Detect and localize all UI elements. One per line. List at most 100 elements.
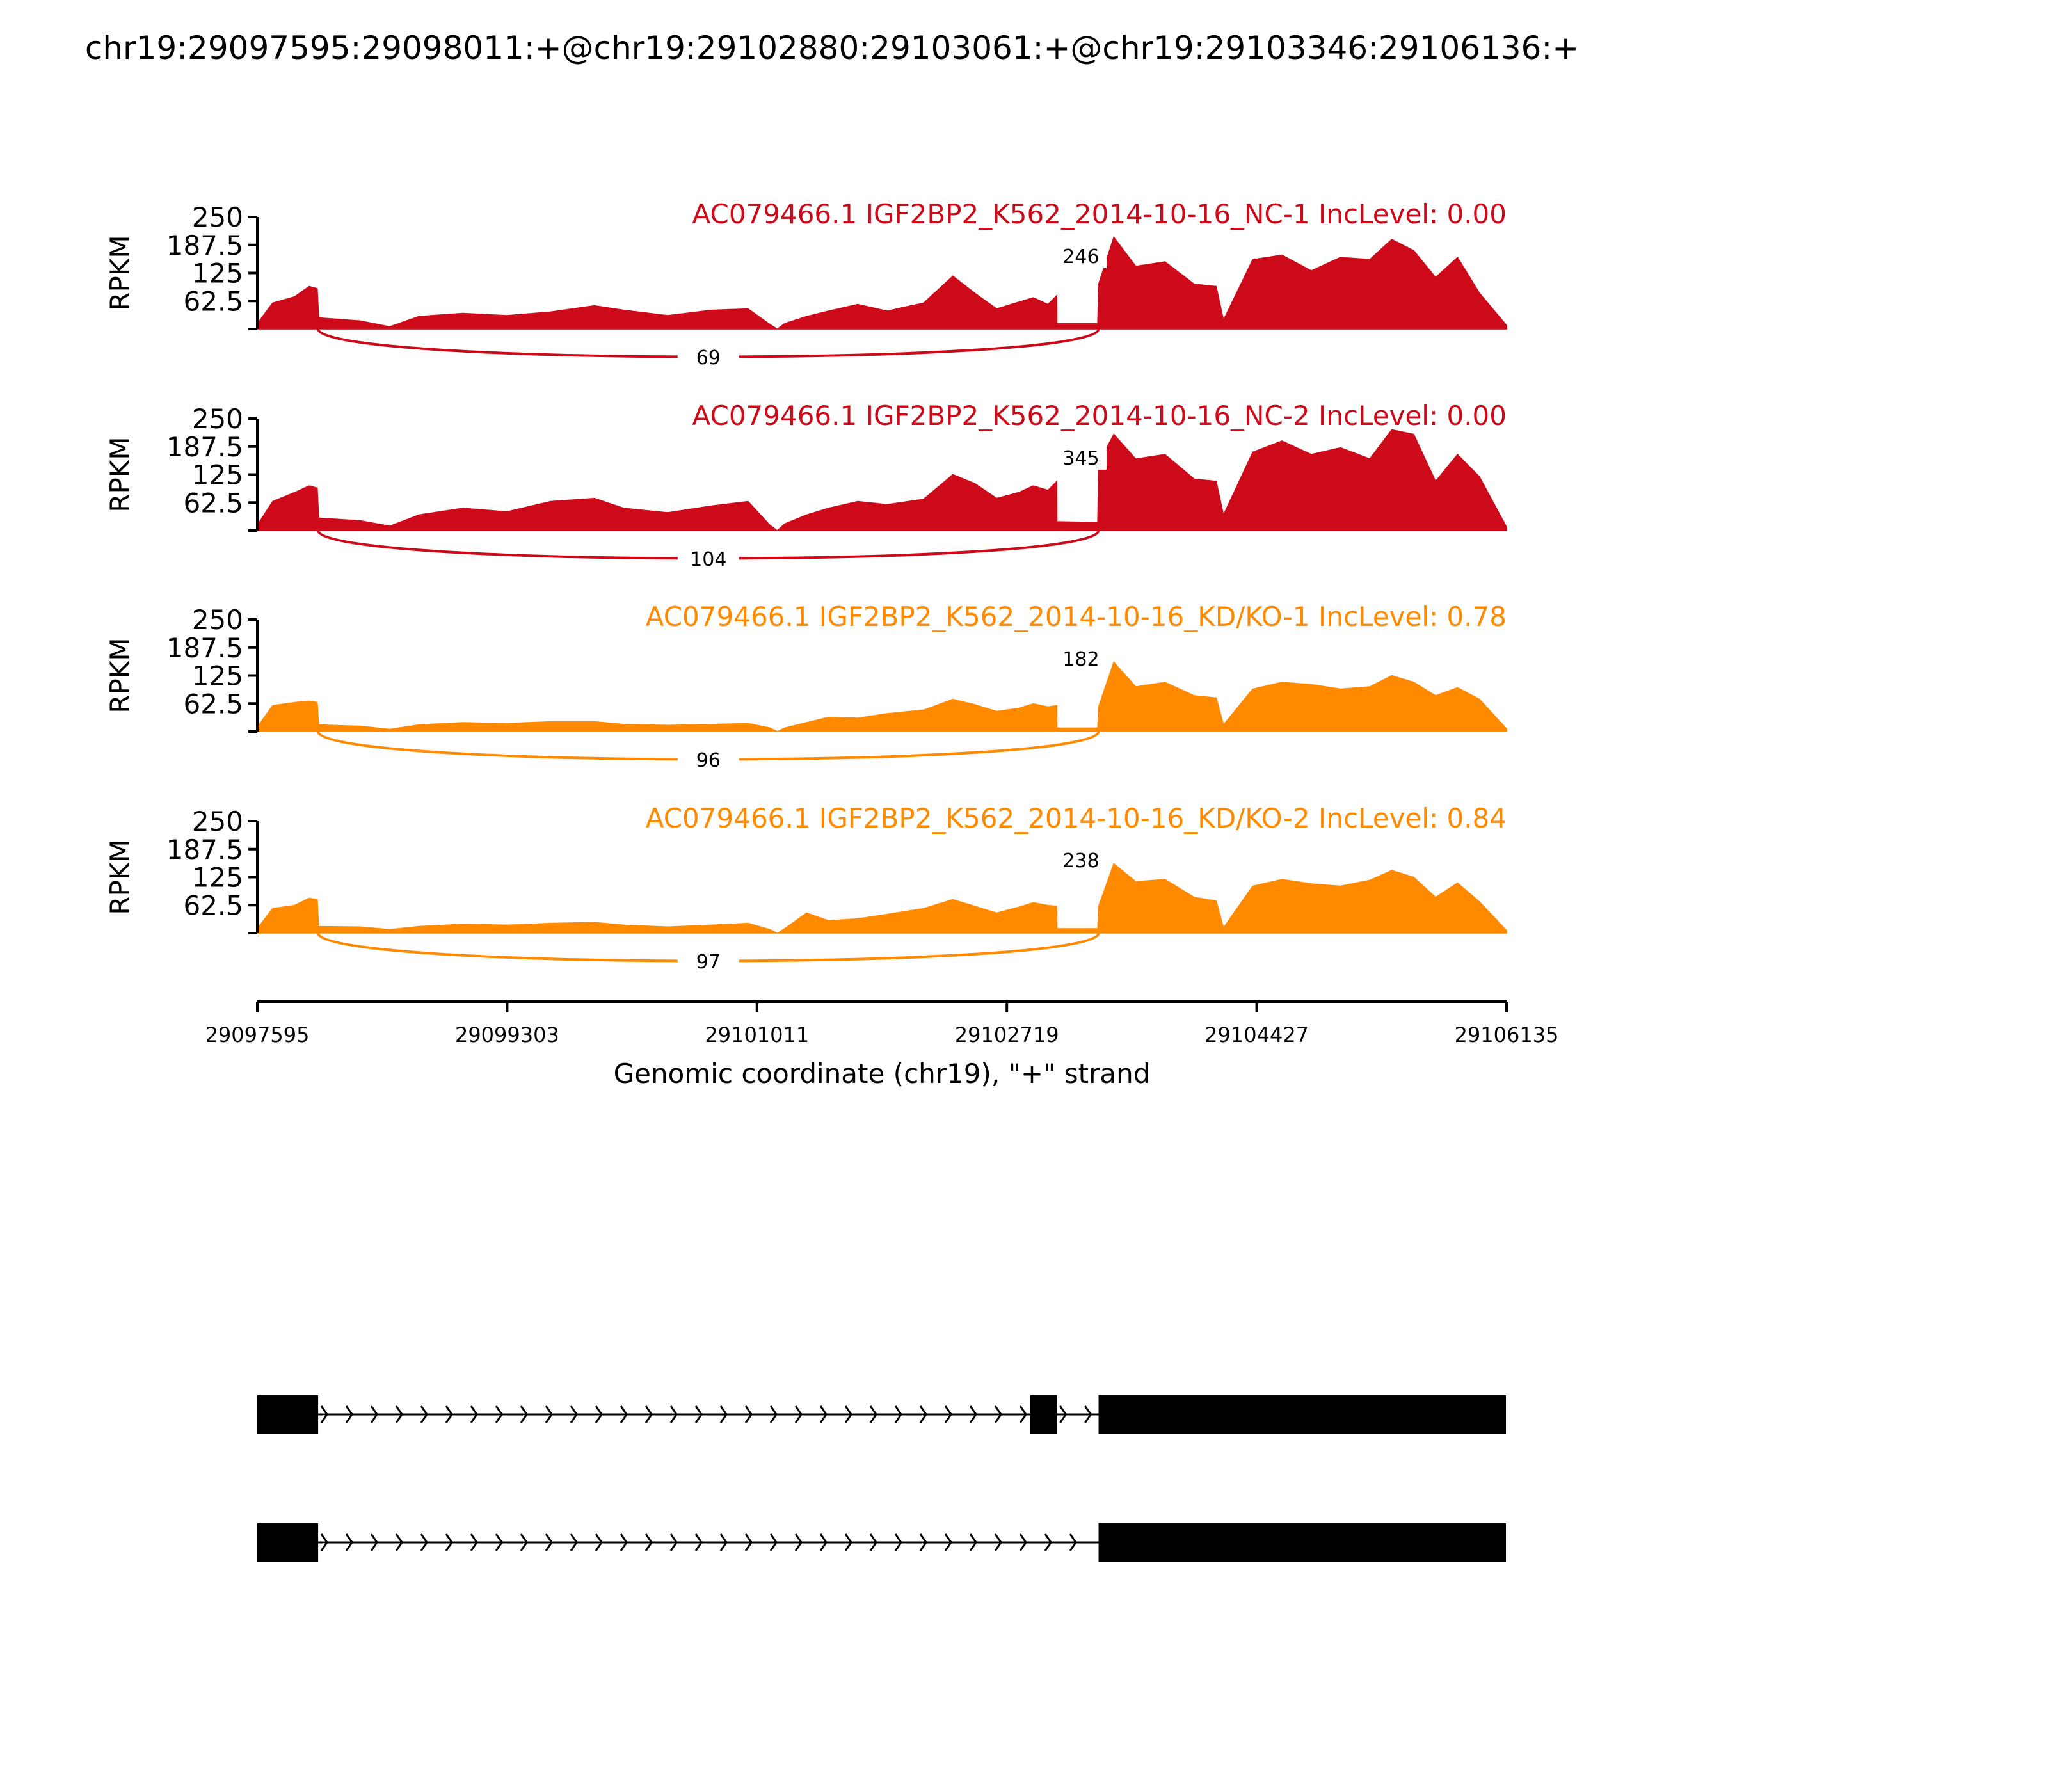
x-tick-label: 29099303 bbox=[455, 1023, 559, 1047]
isoform-2 bbox=[257, 1523, 1506, 1562]
skipping-count-box bbox=[677, 747, 739, 772]
strand-arrow bbox=[919, 1533, 927, 1551]
strand-arrow bbox=[1044, 1533, 1052, 1551]
y-tick-label: 250 bbox=[192, 806, 243, 837]
strand-arrow bbox=[370, 1405, 378, 1423]
exon-block bbox=[1098, 1523, 1506, 1562]
x-tick-label: 29106135 bbox=[1455, 1023, 1559, 1047]
y-tick-label: 250 bbox=[192, 403, 243, 435]
strand-arrow bbox=[595, 1405, 603, 1423]
coverage-area bbox=[257, 429, 1507, 531]
y-axis-label: RPKM bbox=[104, 839, 136, 915]
skipping-count-box bbox=[677, 344, 739, 370]
strand-arrow bbox=[869, 1533, 877, 1551]
strand-arrow bbox=[320, 1533, 328, 1551]
y-tick-label: 187.5 bbox=[166, 834, 243, 865]
strand-arrow bbox=[769, 1533, 778, 1551]
skipping-junction-count: 97 bbox=[696, 951, 721, 973]
strand-arrow bbox=[844, 1405, 852, 1423]
strand-arrow bbox=[819, 1405, 828, 1423]
y-tick-label: 62.5 bbox=[183, 285, 243, 317]
figure-title: chr19:29097595:29098011:+@chr19:29102880… bbox=[85, 29, 1579, 67]
strand-arrow bbox=[1019, 1533, 1027, 1551]
strand-arrow bbox=[744, 1533, 753, 1551]
inclusion-count-box bbox=[1055, 648, 1107, 671]
strand-arrow bbox=[620, 1533, 628, 1551]
skipping-junction-count: 69 bbox=[696, 347, 721, 369]
strand-arrow bbox=[1059, 1405, 1068, 1423]
strand-arrow bbox=[794, 1533, 803, 1551]
y-tick-label: 187.5 bbox=[166, 431, 243, 463]
coverage-area bbox=[257, 236, 1507, 330]
strand-arrow bbox=[570, 1405, 578, 1423]
strand-arrow bbox=[669, 1533, 678, 1551]
strand-arrow bbox=[620, 1405, 628, 1423]
isoform-structures bbox=[257, 1395, 1506, 1562]
strand-arrow bbox=[969, 1405, 977, 1423]
strand-arrow bbox=[1084, 1405, 1092, 1423]
exon-block bbox=[1030, 1395, 1057, 1434]
coverage-area bbox=[257, 863, 1507, 934]
exon-block bbox=[257, 1523, 319, 1562]
strand-arrow bbox=[495, 1405, 503, 1423]
y-tick-label: 187.5 bbox=[166, 632, 243, 664]
strand-arrow bbox=[1069, 1533, 1077, 1551]
y-tick-label: 125 bbox=[192, 258, 243, 289]
strand-arrow bbox=[644, 1533, 653, 1551]
x-tick-label: 29104427 bbox=[1204, 1023, 1309, 1047]
strand-arrow bbox=[994, 1405, 1002, 1423]
inclusion-count-box bbox=[1055, 245, 1107, 268]
strand-arrow bbox=[395, 1405, 403, 1423]
inclusion-junction-count: 246 bbox=[1062, 246, 1099, 268]
inclusion-junction-count: 238 bbox=[1062, 850, 1099, 872]
strand-arrow bbox=[520, 1405, 528, 1423]
track-label: AC079466.1 IGF2BP2_K562_2014-10-16_NC-1 … bbox=[692, 198, 1507, 230]
strand-arrow bbox=[395, 1533, 403, 1551]
strand-arrow bbox=[545, 1405, 553, 1423]
strand-arrow bbox=[370, 1533, 378, 1551]
y-tick-label: 62.5 bbox=[183, 890, 243, 921]
strand-arrow bbox=[769, 1405, 778, 1423]
y-tick-label: 62.5 bbox=[183, 688, 243, 719]
strand-arrow bbox=[644, 1405, 653, 1423]
strand-arrow bbox=[844, 1533, 852, 1551]
strand-arrow bbox=[345, 1405, 353, 1423]
strand-arrow bbox=[919, 1405, 927, 1423]
strand-arrow bbox=[819, 1533, 828, 1551]
y-tick-label: 250 bbox=[192, 202, 243, 233]
exon-block bbox=[257, 1395, 319, 1434]
track-label: AC079466.1 IGF2BP2_K562_2014-10-16_NC-2 … bbox=[692, 400, 1507, 431]
skipping-junction-count: 96 bbox=[696, 749, 721, 772]
exon-block bbox=[1098, 1395, 1506, 1434]
strand-arrow bbox=[669, 1405, 678, 1423]
strand-arrow bbox=[944, 1533, 952, 1551]
strand-arrow bbox=[944, 1405, 952, 1423]
strand-arrow bbox=[694, 1533, 703, 1551]
y-axis-label: RPKM bbox=[104, 436, 136, 512]
strand-arrow bbox=[1019, 1405, 1027, 1423]
strand-arrow bbox=[470, 1533, 478, 1551]
y-axis-label: RPKM bbox=[104, 235, 136, 310]
inclusion-count-box bbox=[1055, 447, 1107, 470]
strand-arrow bbox=[520, 1533, 528, 1551]
strand-arrow bbox=[595, 1533, 603, 1551]
strand-arrow bbox=[345, 1533, 353, 1551]
track-label: AC079466.1 IGF2BP2_K562_2014-10-16_KD/KO… bbox=[646, 803, 1507, 834]
strand-arrow bbox=[719, 1405, 728, 1423]
strand-arrow bbox=[694, 1405, 703, 1423]
strand-arrow bbox=[869, 1405, 877, 1423]
inclusion-count-box bbox=[1055, 849, 1107, 872]
skipping-junction-count: 104 bbox=[690, 548, 726, 571]
coverage-area bbox=[257, 661, 1507, 732]
strand-arrow bbox=[545, 1533, 553, 1551]
strand-arrow bbox=[894, 1533, 902, 1551]
y-tick-label: 125 bbox=[192, 862, 243, 893]
strand-arrow bbox=[420, 1533, 428, 1551]
strand-arrow bbox=[969, 1533, 977, 1551]
strand-arrow bbox=[570, 1533, 578, 1551]
